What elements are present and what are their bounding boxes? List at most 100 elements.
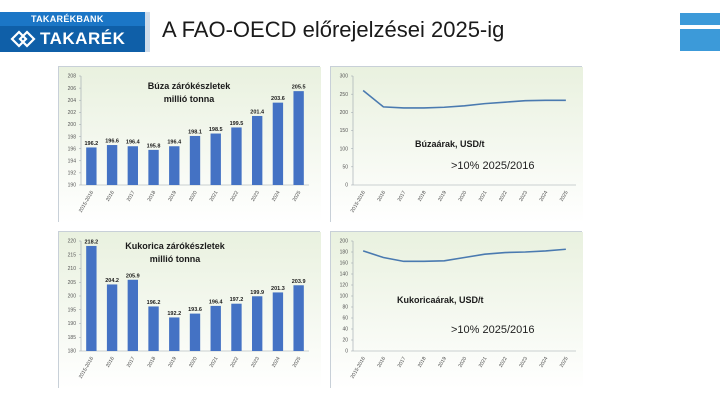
wheat-stocks-x-tick-label: 2016 bbox=[105, 190, 116, 203]
wheat-stocks-bar bbox=[231, 127, 242, 185]
wheat-stocks-bar bbox=[106, 145, 118, 185]
wheat-stocks-data-label: 196.2 bbox=[84, 141, 98, 147]
corn-stocks-bar bbox=[252, 296, 263, 351]
wheat-prices-y-tick-label: 100 bbox=[340, 146, 349, 152]
corn-prices-y-tick-label: 20 bbox=[342, 338, 348, 344]
wheat-stocks-bar bbox=[148, 149, 159, 185]
corn-stocks-y-tick-label: 215 bbox=[68, 252, 77, 258]
corn-stocks-x-tick-label: 2017 bbox=[126, 356, 137, 369]
logo-bottom-bar: TAKARÉK bbox=[0, 26, 145, 52]
wheat-stocks-chart: 190 192 194 196 198 200 202 204 206 208 2015-2016 2… bbox=[58, 66, 321, 223]
wheat-stocks-y-tick-label: 194 bbox=[68, 158, 77, 164]
corn-stocks-data-label: 199.9 bbox=[250, 290, 264, 296]
wheat-stocks-data-label: 196.4 bbox=[167, 140, 182, 146]
corn-stocks-data-label: 196.4 bbox=[209, 299, 224, 305]
takarekbank-logo: TAKARÉKBANK TAKARÉK bbox=[0, 12, 145, 52]
wheat-prices-x-tick-label: 2023 bbox=[518, 190, 529, 203]
corn-stocks-y-tick-label: 185 bbox=[68, 335, 77, 341]
accent-bar-bottom bbox=[680, 29, 720, 51]
corn-prices-y-tick-label: 140 bbox=[340, 272, 349, 278]
corn-stocks-bar bbox=[293, 285, 304, 351]
wheat-prices-y-tick-label: 150 bbox=[340, 128, 349, 134]
corn-prices-x-tick-label: 2024 bbox=[539, 356, 550, 369]
wheat-prices-y-tick-label: 0 bbox=[345, 183, 348, 189]
corn-stocks-data-label: 218.2 bbox=[84, 239, 98, 245]
corn-stocks-bar bbox=[231, 303, 242, 351]
wheat-prices-chart: 0 50 100 150 200 250 300 2015-2016 2016 2017 2018 2… bbox=[330, 66, 583, 223]
corn-stocks-bar bbox=[86, 245, 97, 351]
corn-stocks-y-tick-label: 190 bbox=[68, 321, 77, 327]
wheat-stocks-y-tick-label: 200 bbox=[68, 122, 77, 128]
wheat-stocks-data-label: 201.4 bbox=[250, 109, 265, 115]
wheat-prices-x-tick-label: 2022 bbox=[498, 190, 509, 203]
corn-prices-x-tick-label: 2020 bbox=[457, 356, 468, 369]
wheat-stocks-bar bbox=[210, 133, 221, 185]
wheat-stocks-x-tick-label: 2017 bbox=[126, 190, 137, 203]
corn-stocks-bar bbox=[148, 306, 159, 351]
wheat-stocks-x-tick-label: 2024 bbox=[271, 190, 282, 203]
corn-prices-y-tick-label: 80 bbox=[342, 305, 348, 311]
wheat-prices-y-tick-label: 50 bbox=[342, 165, 348, 171]
wheat-prices-x-tick-label: 2025 bbox=[559, 190, 570, 203]
wheat-stocks-x-tick-label: 2025 bbox=[292, 190, 303, 203]
corn-stocks-title-line: millió tonna bbox=[150, 254, 201, 264]
corn-stocks-bar bbox=[127, 279, 138, 351]
corn-prices-x-tick-label: 2017 bbox=[397, 356, 408, 369]
corn-stocks-x-tick-label: 2021 bbox=[209, 356, 220, 369]
corn-stocks-y-tick-label: 195 bbox=[68, 307, 77, 313]
logo-knot-icon bbox=[10, 30, 36, 48]
wheat-stocks-bar bbox=[252, 115, 263, 185]
corn-stocks-data-label: 201.3 bbox=[271, 286, 285, 292]
corn-stocks-x-tick-label: 2023 bbox=[250, 356, 261, 369]
wheat-stocks-x-tick-label: 2020 bbox=[188, 190, 199, 203]
corn-stocks-y-tick-label: 180 bbox=[68, 349, 77, 355]
corn-stocks-bar bbox=[189, 313, 201, 351]
corn-stocks-y-tick-label: 205 bbox=[68, 280, 77, 286]
wheat-stocks-data-label: 203.6 bbox=[271, 96, 285, 102]
corn-stocks-x-tick-label: 2020 bbox=[188, 356, 199, 369]
corn-stocks-x-tick-label: 2019 bbox=[167, 356, 178, 369]
corn-prices-y-tick-label: 120 bbox=[340, 283, 349, 289]
corn-stocks-x-tick-label: 2016 bbox=[105, 356, 116, 369]
wheat-prices-y-tick-label: 200 bbox=[340, 110, 349, 116]
corn-stocks-data-label: 197.2 bbox=[230, 297, 244, 303]
corn-prices-title: Kukoricaárak, USD/t bbox=[397, 295, 484, 305]
logo-divider bbox=[145, 12, 150, 52]
page-title: A FAO-OECD előrejelzései 2025-ig bbox=[162, 17, 505, 42]
wheat-stocks-y-tick-label: 190 bbox=[68, 183, 77, 189]
wheat-stocks-data-label: 195.8 bbox=[147, 143, 161, 149]
corn-stocks-y-tick-label: 210 bbox=[68, 266, 77, 272]
corn-stocks-bar bbox=[106, 284, 118, 351]
wheat-prices-y-tick-label: 300 bbox=[340, 74, 349, 80]
corn-stocks-bar bbox=[169, 317, 180, 351]
corn-prices-x-tick-label: 2018 bbox=[417, 356, 428, 369]
wheat-stocks-bar bbox=[86, 147, 97, 185]
wheat-stocks-title-line: millió tonna bbox=[164, 94, 215, 104]
corn-stocks-title-line: Kukorica zárókészletek bbox=[125, 241, 226, 251]
wheat-stocks-y-tick-label: 208 bbox=[68, 74, 77, 80]
wheat-prices-x-tick-label: 2018 bbox=[417, 190, 428, 203]
logo-top-text: TAKARÉKBANK bbox=[0, 12, 145, 26]
corn-prices-x-tick-label: 2019 bbox=[437, 356, 448, 369]
corn-prices-chart: 0 20 40 60 80 100 120 140 160 180 200 2015-2016 2016… bbox=[330, 231, 583, 389]
wheat-stocks-bar bbox=[272, 102, 284, 185]
wheat-stocks-bar bbox=[293, 91, 304, 185]
wheat-prices-x-tick-label: 2021 bbox=[478, 190, 489, 203]
corn-stocks-data-label: 204.2 bbox=[105, 278, 119, 284]
corn-prices-y-tick-label: 60 bbox=[342, 316, 348, 322]
corn-prices-y-tick-label: 160 bbox=[340, 261, 349, 267]
corn-prices-series-line bbox=[362, 248, 566, 263]
corn-prices-y-tick-label: 100 bbox=[340, 294, 349, 300]
wheat-prices-x-tick-label: 2024 bbox=[539, 190, 550, 203]
wheat-stocks-y-tick-label: 198 bbox=[68, 134, 77, 140]
corn-stocks-bar bbox=[272, 292, 284, 351]
corn-prices-x-tick-label: 2022 bbox=[498, 356, 509, 369]
corn-prices-x-tick-label: 2021 bbox=[478, 356, 489, 369]
corn-stocks-x-tick-label: 2018 bbox=[147, 356, 158, 369]
wheat-prices-title: Búzaárak, USD/t bbox=[415, 139, 485, 149]
corn-prices-y-tick-label: 0 bbox=[345, 349, 348, 355]
wheat-prices-x-tick-label: 2020 bbox=[457, 190, 468, 203]
